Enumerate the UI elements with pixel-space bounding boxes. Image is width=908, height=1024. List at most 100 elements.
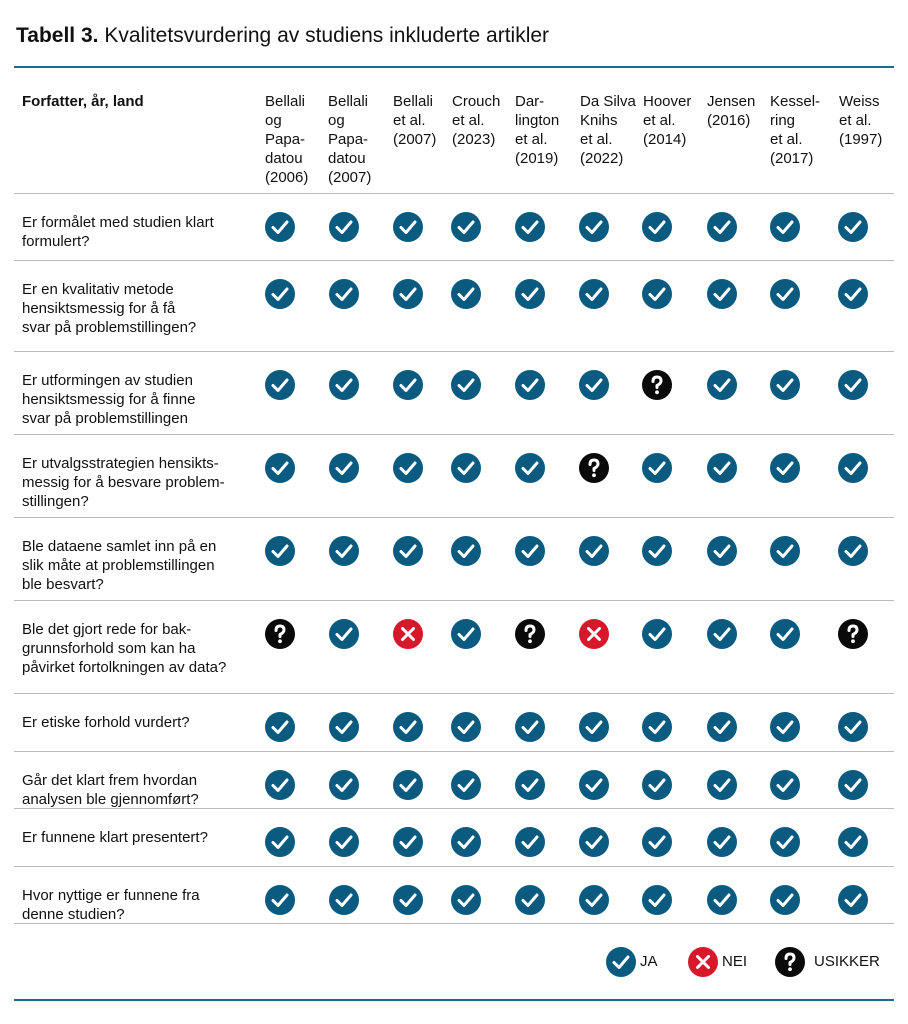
- header-cell: Bellali og Papa- datou (2006): [265, 93, 309, 186]
- row-separator: [14, 351, 894, 352]
- icon-ja: [515, 827, 545, 857]
- row-separator: [14, 260, 894, 261]
- icon-usikker: [265, 619, 295, 649]
- question: Hvor nyttige er funnene fra denne studie…: [22, 887, 200, 923]
- question: Er funnene klart presentert?: [22, 829, 208, 846]
- icon-ja: [707, 212, 737, 242]
- icon-ja: [707, 712, 737, 742]
- icon-ja: [642, 536, 672, 566]
- icon-nei: [688, 947, 718, 977]
- icon-ja: [329, 619, 359, 649]
- row-separator: [14, 693, 894, 694]
- icon-ja: [515, 212, 545, 242]
- legend-label: JA: [640, 953, 658, 970]
- header-cell: Forfatter, år, land: [22, 93, 144, 110]
- question: Er formålet med studien klart formulert?: [22, 214, 214, 250]
- icon-ja: [770, 885, 800, 915]
- icon-ja: [265, 279, 295, 309]
- icon-ja: [579, 827, 609, 857]
- question: Er etiske forhold vurdert?: [22, 714, 190, 731]
- icon-ja: [838, 827, 868, 857]
- header-cell: Bellali og Papa- datou (2007): [328, 93, 372, 186]
- header-cell: Bellali et al. (2007): [393, 93, 437, 148]
- bottom-rule: [14, 999, 894, 1001]
- icon-ja: [393, 885, 423, 915]
- icon-ja: [393, 827, 423, 857]
- header-cell: Hoover et al. (2014): [643, 93, 692, 148]
- icon-ja: [393, 370, 423, 400]
- icon-ja: [642, 885, 672, 915]
- icon-ja: [265, 770, 295, 800]
- icon-ja: [838, 453, 868, 483]
- row-separator: [14, 517, 894, 518]
- icon-ja: [838, 536, 868, 566]
- icon-ja: [707, 619, 737, 649]
- icon-ja: [579, 885, 609, 915]
- icon-usikker: [838, 619, 868, 649]
- icon-ja: [329, 536, 359, 566]
- header-cell: Jensen (2016): [707, 93, 756, 129]
- icon-ja: [329, 712, 359, 742]
- icon-ja: [515, 885, 545, 915]
- icon-ja: [393, 279, 423, 309]
- title-text: Kvalitetsvurdering av studiens inkludert…: [104, 24, 550, 47]
- icon-ja: [451, 712, 481, 742]
- icon-ja: [642, 827, 672, 857]
- icon-ja: [393, 536, 423, 566]
- icon-ja: [329, 279, 359, 309]
- icon-ja: [579, 536, 609, 566]
- icon-ja: [393, 712, 423, 742]
- row-separator: [14, 193, 894, 194]
- icon-usikker: [515, 619, 545, 649]
- header-cell: Da Silva Knihs et al. (2022): [580, 93, 636, 167]
- icon-ja: [393, 212, 423, 242]
- row-separator: [14, 866, 894, 867]
- icon-ja: [451, 536, 481, 566]
- icon-ja: [642, 770, 672, 800]
- icon-ja: [838, 212, 868, 242]
- icon-ja: [265, 536, 295, 566]
- icon-ja: [329, 453, 359, 483]
- icon-ja: [329, 770, 359, 800]
- icon-nei: [579, 619, 609, 649]
- icon-usikker: [642, 370, 672, 400]
- icon-ja: [770, 370, 800, 400]
- legend-label: NEI: [722, 953, 748, 970]
- icon-ja: [329, 885, 359, 915]
- icon-ja: [515, 712, 545, 742]
- icon-ja: [770, 712, 800, 742]
- row-separator: [14, 808, 894, 809]
- icon-nei: [393, 619, 423, 649]
- icon-ja: [451, 770, 481, 800]
- question: Er utvalgsstrategien hensikts- messig fo…: [22, 455, 225, 510]
- icon-ja: [451, 279, 481, 309]
- row-separator: [14, 600, 894, 601]
- title: Tabell 3. Kvalitetsvurdering av studiens…: [16, 24, 549, 48]
- icon-ja: [329, 212, 359, 242]
- icon-ja: [393, 770, 423, 800]
- icon-ja: [579, 712, 609, 742]
- icon-ja: [515, 536, 545, 566]
- icon-ja: [838, 370, 868, 400]
- question: Ble dataene samlet inn på en slik måte a…: [22, 538, 217, 593]
- icon-ja: [579, 279, 609, 309]
- icon-usikker: [579, 453, 609, 483]
- row-separator: [14, 434, 894, 435]
- header-cell: Crouch et al. (2023): [452, 93, 501, 148]
- icon-usikker: [775, 947, 805, 977]
- icon-ja: [642, 712, 672, 742]
- icon-ja: [606, 947, 636, 977]
- question: Er utformingen av studien hensiktsmessig…: [22, 372, 196, 427]
- icon-ja: [265, 712, 295, 742]
- icon-ja: [329, 370, 359, 400]
- icon-ja: [579, 370, 609, 400]
- question: Er en kvalitativ metode hensiktsmessig f…: [22, 281, 197, 336]
- icon-ja: [642, 212, 672, 242]
- top-rule: [14, 66, 894, 68]
- icon-ja: [579, 212, 609, 242]
- icon-ja: [642, 619, 672, 649]
- icon-ja: [265, 370, 295, 400]
- icon-ja: [515, 370, 545, 400]
- icon-ja: [515, 279, 545, 309]
